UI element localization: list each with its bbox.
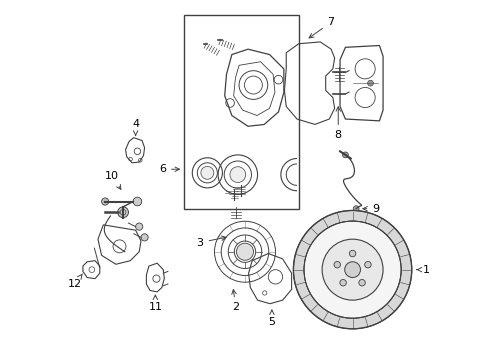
Circle shape — [136, 223, 143, 230]
Text: 11: 11 — [148, 295, 162, 312]
Circle shape — [133, 197, 142, 206]
Text: 3: 3 — [196, 236, 226, 248]
Text: 7: 7 — [309, 17, 335, 38]
Circle shape — [365, 261, 371, 268]
Circle shape — [344, 262, 361, 278]
Circle shape — [349, 250, 356, 257]
Bar — [184, 15, 299, 209]
Text: 8: 8 — [335, 107, 342, 140]
Circle shape — [101, 198, 109, 205]
Text: 10: 10 — [105, 171, 121, 189]
Circle shape — [353, 206, 359, 212]
Circle shape — [368, 80, 373, 86]
Text: 5: 5 — [269, 310, 275, 327]
Circle shape — [304, 221, 401, 318]
Text: 12: 12 — [68, 274, 82, 289]
Text: 6: 6 — [159, 164, 179, 174]
Circle shape — [201, 166, 214, 179]
Text: 2: 2 — [232, 289, 240, 312]
Circle shape — [340, 279, 346, 286]
Text: 9: 9 — [363, 204, 379, 214]
Circle shape — [230, 167, 245, 183]
Circle shape — [359, 279, 366, 286]
Circle shape — [141, 234, 148, 241]
Circle shape — [322, 239, 383, 300]
Circle shape — [334, 261, 341, 268]
Text: 4: 4 — [132, 120, 139, 135]
Circle shape — [343, 152, 348, 158]
Wedge shape — [294, 211, 412, 329]
Circle shape — [118, 207, 128, 218]
Circle shape — [237, 243, 253, 260]
Text: 1: 1 — [417, 265, 430, 275]
